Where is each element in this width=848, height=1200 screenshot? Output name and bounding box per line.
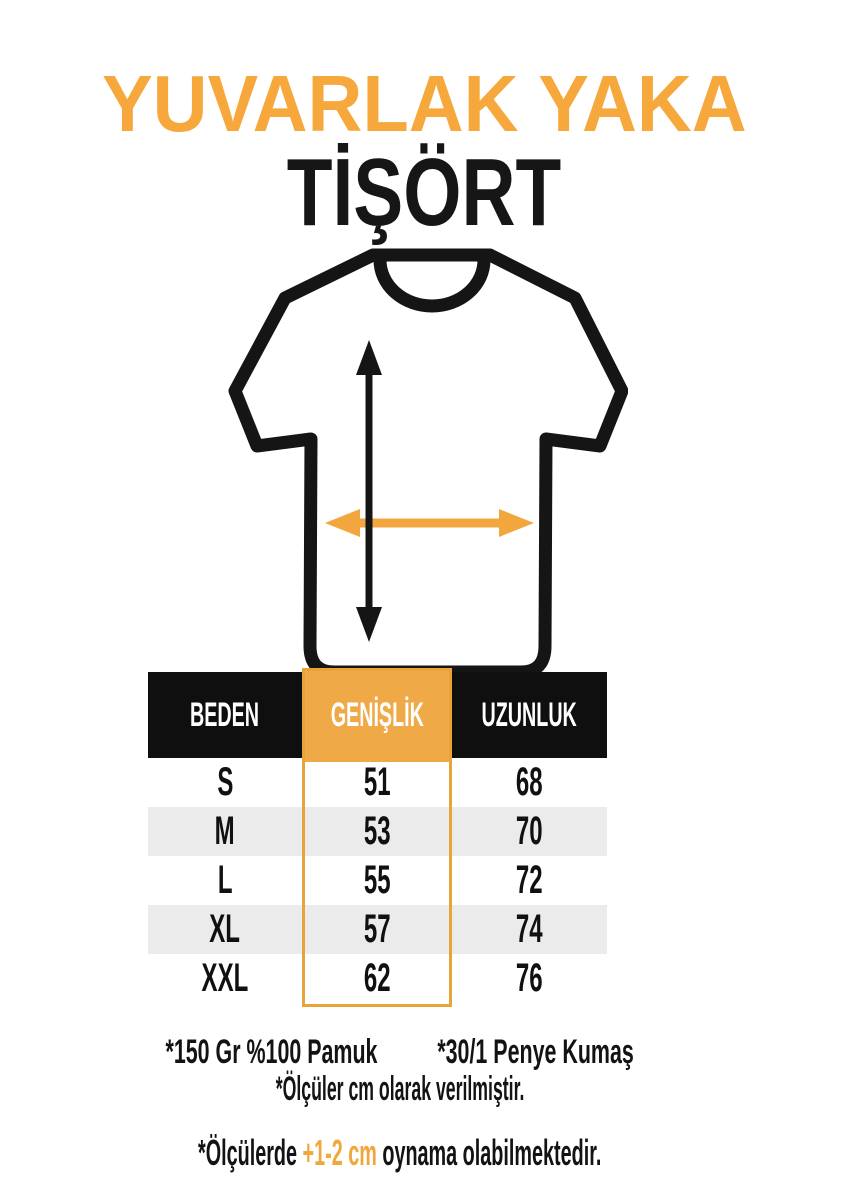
size-value: L: [217, 858, 233, 902]
cell-width: 57: [302, 905, 452, 954]
footnote-tolerance-prefix: *Ölçülerde: [198, 1132, 298, 1173]
length-value: 72: [516, 858, 543, 902]
horizontal-double-arrow-icon: [325, 509, 534, 537]
cell-length: 70: [452, 807, 607, 856]
table-row-m: M 53 70: [148, 807, 607, 856]
cell-size: L: [148, 856, 302, 905]
header-label-genislik: GENİŞLİK: [330, 695, 424, 734]
footnote-line3: *Ölçülerde +1-2 cm oynama olabilmektedir.: [0, 1134, 800, 1172]
header-label-uzunluk: UZUNLUK: [481, 695, 578, 734]
width-value: 62: [363, 956, 391, 1000]
size-table-header-row: BEDEN GENİŞLİK UZUNLUK: [148, 668, 607, 762]
length-value: 76: [516, 956, 543, 1000]
width-value: 51: [363, 760, 391, 804]
cell-size: XXL: [148, 954, 302, 1003]
footnote-fabric-weight: *150 Gr %100 Pamuk: [165, 1033, 378, 1071]
vertical-double-arrow-icon: [356, 340, 382, 642]
header-cell-genislik: GENİŞLİK: [302, 668, 452, 762]
header-cell-uzunluk: UZUNLUK: [452, 672, 607, 758]
width-value: 55: [363, 858, 391, 902]
page-title: YUVARLAK YAKA TİŞÖRT: [0, 64, 848, 242]
page-title-line2: TİŞÖRT: [0, 144, 848, 241]
footnote-line1: *150 Gr %100 Pamuk *30/1 Penye Kumaş: [0, 1034, 800, 1071]
length-value: 70: [516, 809, 543, 853]
size-value: S: [216, 760, 234, 804]
tshirt-collar-arc: [373, 253, 491, 313]
table-row-l: L 55 72: [148, 856, 607, 905]
cell-size: M: [148, 807, 302, 856]
cell-length: 68: [452, 758, 607, 807]
length-arrow-bottom-head: [356, 607, 382, 642]
cell-size: S: [148, 758, 302, 807]
length-value: 74: [516, 907, 543, 951]
footnote-tolerance-suffix: oynama olabilmektedir.: [382, 1132, 602, 1173]
table-row-xl: XL 57 74: [148, 905, 607, 954]
length-value: 68: [516, 760, 543, 804]
cell-width: 55: [302, 856, 452, 905]
width-arrow-left-head: [325, 509, 360, 537]
size-table: BEDEN GENİŞLİK UZUNLUK S 51 68 M 53 70 L…: [148, 668, 607, 1007]
cell-length: 74: [452, 905, 607, 954]
footnotes: *150 Gr %100 Pamuk *30/1 Penye Kumaş *Ölç…: [0, 1034, 800, 1172]
cell-width: 53: [302, 807, 452, 856]
footnote-fabric-type: *30/1 Penye Kumaş: [437, 1033, 635, 1071]
cell-length: 72: [452, 856, 607, 905]
width-arrow-right-head: [499, 509, 534, 537]
footnote-tolerance-accent: +1-2 cm: [302, 1132, 378, 1173]
table-row-xxl: XXL 62 76: [148, 954, 607, 1003]
tshirt-body-outline: [228, 248, 629, 679]
footnote-units-note: *Ölçüler cm olarak verilmiştir.: [275, 1070, 525, 1108]
footnote-tolerance-note: *Ölçülerde +1-2 cm oynama olabilmektedir.: [198, 1134, 601, 1172]
page-title-line1-text: YUVARLAK YAKA: [101, 59, 747, 148]
cell-width: 62: [302, 954, 452, 1003]
footnote-line1-text: *150 Gr %100 Pamuk *30/1 Penye Kumaş: [166, 1034, 634, 1071]
page-title-line1: YUVARLAK YAKA: [0, 64, 848, 144]
header-label-beden: BEDEN: [190, 695, 260, 734]
size-value: XXL: [201, 956, 249, 1000]
cell-length: 76: [452, 954, 607, 1003]
page-title-line2-text: TİŞÖRT: [286, 139, 562, 246]
tshirt-outline-icon: [228, 248, 629, 679]
size-value: M: [214, 809, 235, 853]
header-cell-beden: BEDEN: [148, 672, 302, 758]
cell-width: 51: [302, 758, 452, 807]
table-row-s: S 51 68: [148, 758, 607, 807]
footnote-line2: *Ölçüler cm olarak verilmiştir.: [0, 1071, 800, 1107]
width-value: 53: [363, 809, 391, 853]
length-arrow-top-head: [356, 340, 382, 375]
size-value: XL: [209, 907, 241, 951]
cell-size: XL: [148, 905, 302, 954]
width-value: 57: [363, 907, 391, 951]
tshirt-measurement-diagram: [228, 248, 629, 680]
